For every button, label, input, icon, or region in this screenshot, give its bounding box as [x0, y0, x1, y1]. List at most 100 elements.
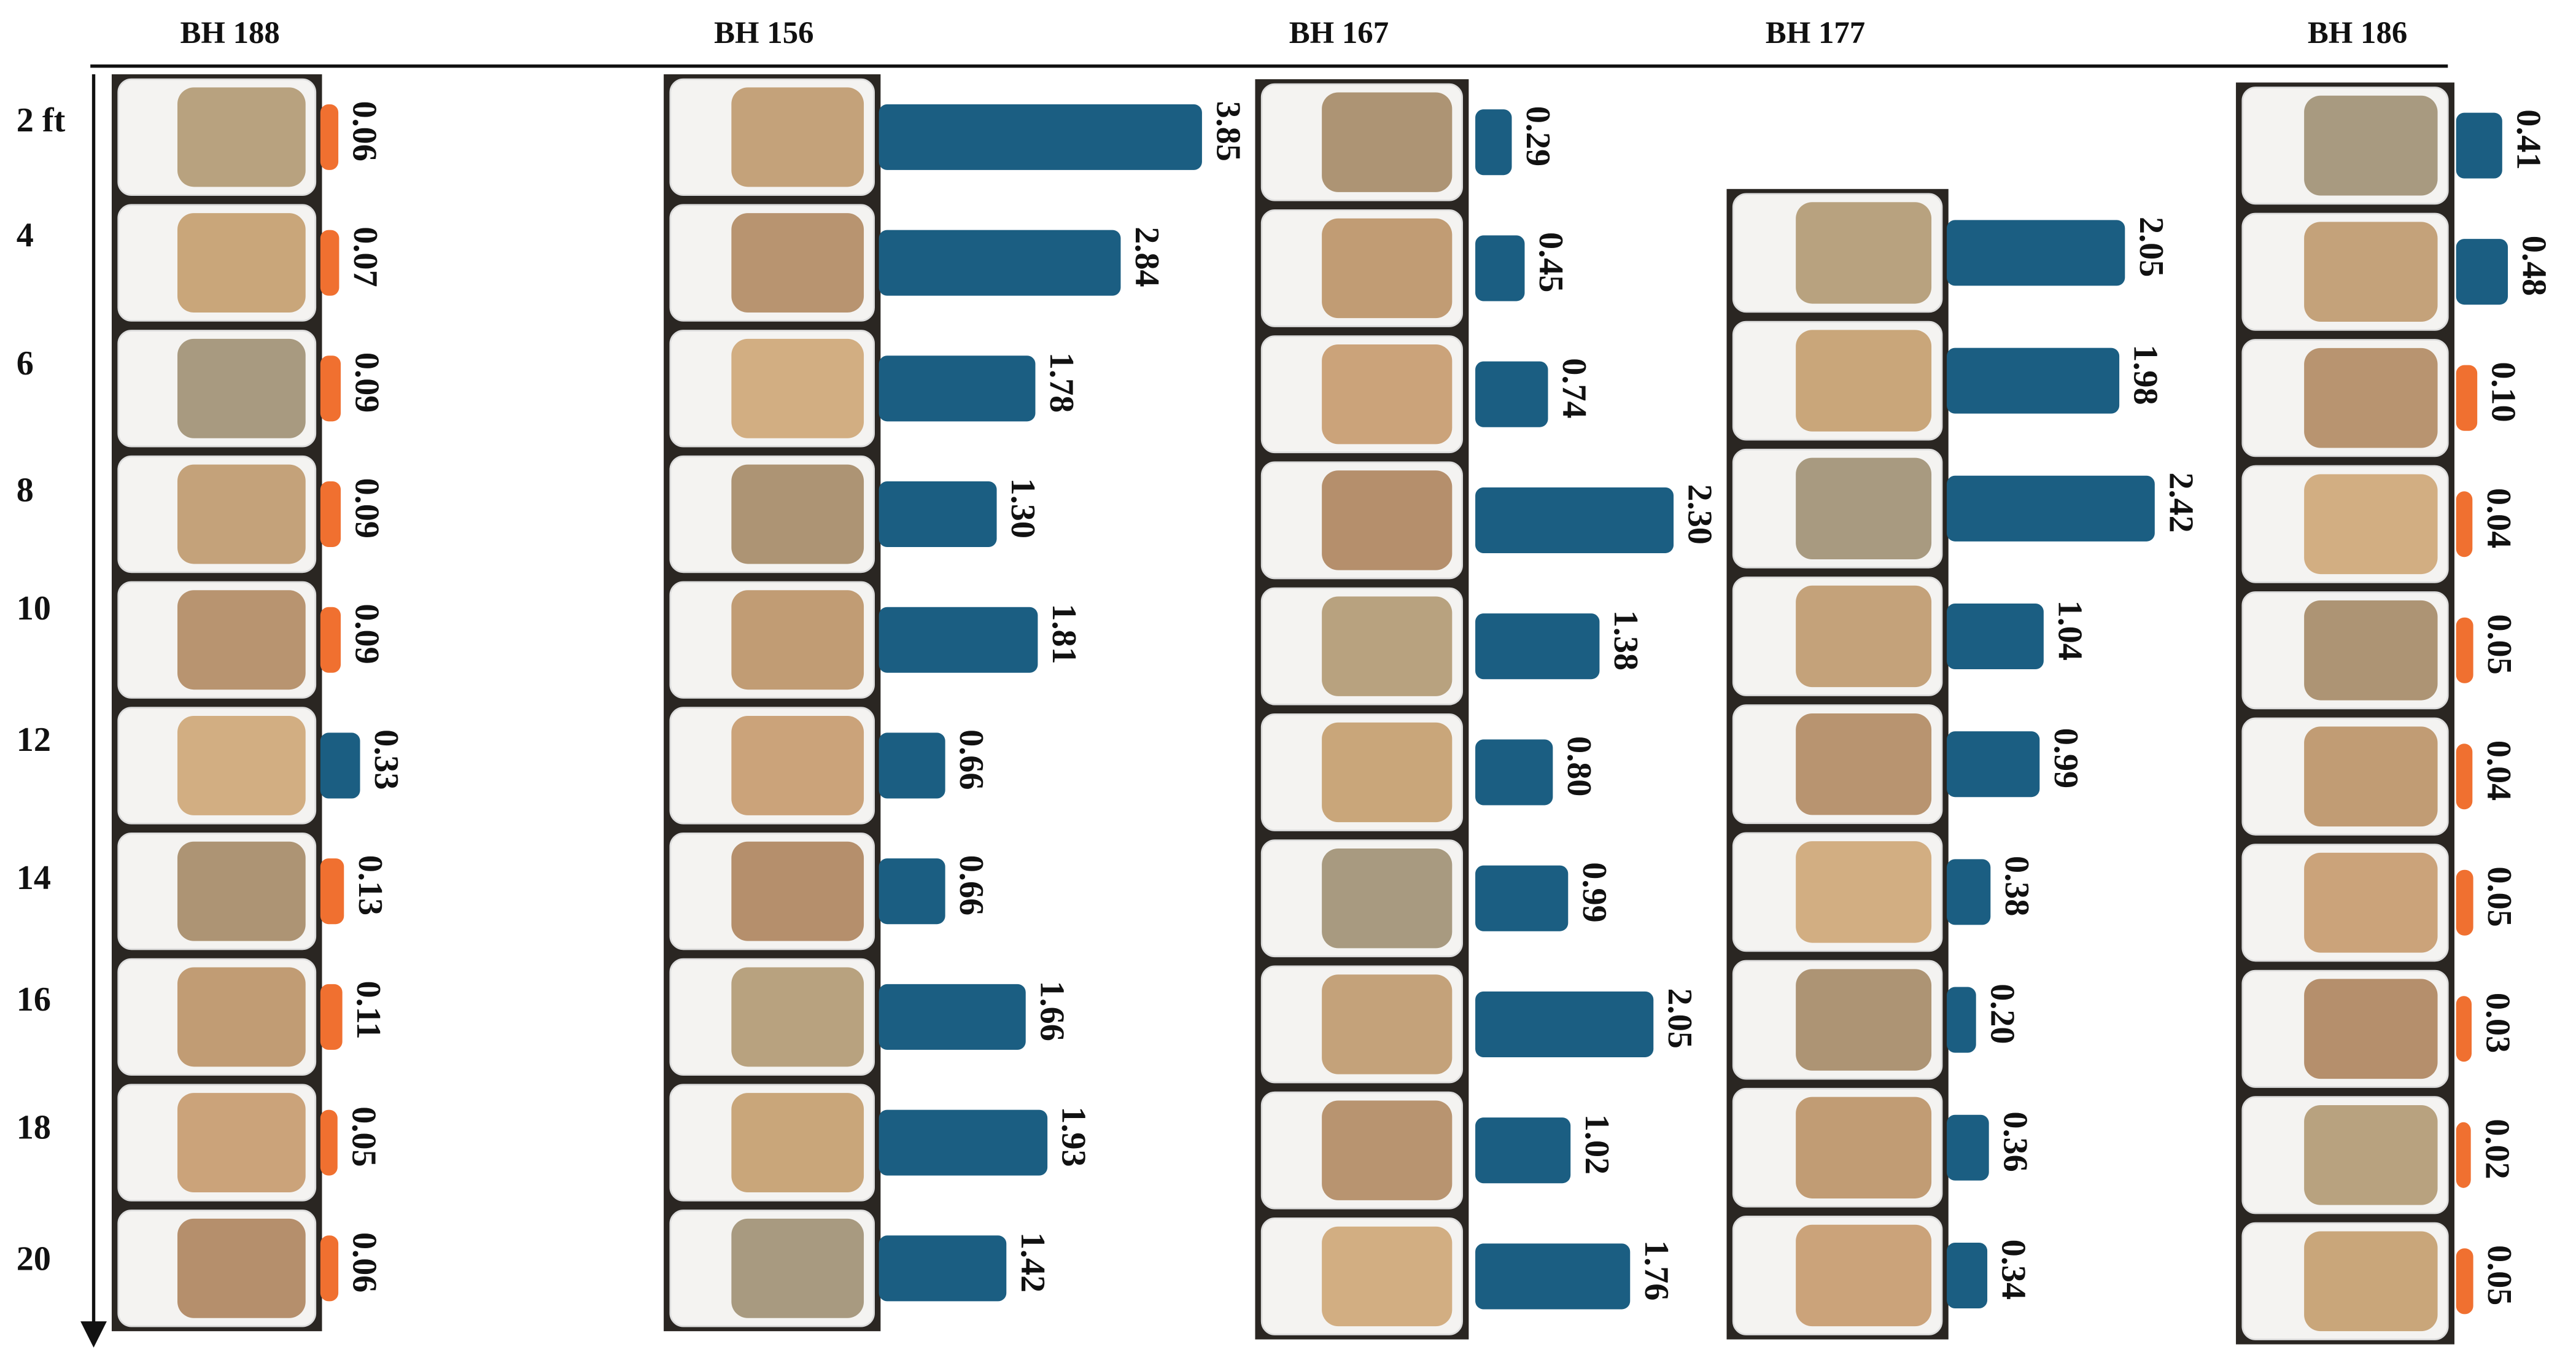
sample-soil [1796, 1097, 1932, 1198]
bar [2456, 869, 2473, 936]
value-label: 0.48 [2515, 236, 2553, 296]
bar [320, 104, 339, 170]
sample-soil [1322, 92, 1453, 192]
value-label: 1.04 [2050, 600, 2089, 661]
value-label: 0.41 [2509, 109, 2547, 169]
sample-soil [1322, 974, 1453, 1074]
bar [879, 104, 1202, 170]
value-label: 1.98 [2127, 344, 2165, 405]
depth-label: 12 [17, 721, 51, 759]
bar [320, 607, 341, 673]
depth-label: 8 [17, 471, 34, 509]
value-label: 0.02 [2478, 1119, 2516, 1179]
value-label: 0.29 [1519, 106, 1557, 166]
sample-soil [731, 967, 864, 1067]
sample-soil [731, 464, 864, 564]
sample-soil [1322, 848, 1453, 949]
value-label: 0.34 [1995, 1240, 2033, 1300]
bar [1947, 603, 2044, 670]
value-label: 1.78 [1042, 352, 1080, 413]
sample-soil [2304, 348, 2438, 448]
bar [2456, 112, 2502, 179]
value-label: 2.84 [1128, 227, 1166, 287]
value-label: 1.93 [1055, 1106, 1093, 1167]
sample-soil [1796, 330, 1932, 432]
bar [320, 230, 339, 296]
depth-label: 4 [17, 217, 34, 255]
value-label: 0.11 [349, 981, 387, 1039]
bar [879, 481, 997, 548]
bar [2456, 996, 2472, 1062]
bar [320, 858, 344, 925]
depth-label: 20 [17, 1240, 51, 1278]
sample-soil [731, 841, 864, 941]
depth-label: 10 [17, 589, 51, 627]
bar [1947, 348, 2120, 414]
sample-soil [1796, 841, 1932, 943]
sample-soil [177, 87, 306, 187]
bar [2456, 1248, 2473, 1315]
bar [1947, 859, 1991, 925]
bar [1947, 731, 2040, 798]
sample-soil [1322, 344, 1453, 445]
bar [1475, 487, 1674, 553]
sample-soil [2304, 474, 2438, 575]
sample-soil [1796, 969, 1932, 1071]
sample-soil [1322, 470, 1453, 570]
sample-soil [177, 464, 306, 564]
value-label: 1.42 [1014, 1232, 1052, 1292]
value-label: 0.10 [2485, 362, 2523, 422]
sample-soil [731, 590, 864, 690]
bar [1475, 361, 1548, 427]
bar [1947, 1242, 1988, 1308]
value-label: 1.76 [1637, 1240, 1675, 1300]
value-label: 0.06 [346, 1232, 384, 1292]
column-title: BH 156 [714, 15, 813, 50]
sample-soil [177, 213, 306, 313]
bar [2456, 744, 2473, 810]
depth-label: 16 [17, 981, 51, 1019]
sample-soil [1322, 218, 1453, 319]
value-label: 0.03 [2479, 993, 2517, 1053]
sample-soil [1796, 585, 1932, 688]
column-title: BH 188 [180, 15, 279, 50]
bar [2456, 365, 2478, 431]
depth-label: 2 ft [17, 101, 66, 139]
sample-soil [2304, 1231, 2438, 1332]
bar [320, 984, 343, 1050]
bar [1947, 475, 2155, 542]
value-label: 0.66 [952, 855, 990, 915]
sample-soil [731, 338, 864, 438]
sample-soil [2304, 1105, 2438, 1205]
value-label: 0.66 [952, 729, 990, 790]
bar [1475, 991, 1654, 1057]
value-label: 0.09 [348, 352, 386, 413]
bar [320, 481, 341, 548]
bar [2456, 239, 2508, 305]
value-label: 0.05 [2480, 1245, 2518, 1305]
sample-soil [731, 87, 864, 187]
depth-label: 18 [17, 1109, 51, 1147]
bar [879, 984, 1026, 1050]
bar [1475, 109, 1512, 176]
sample-soil [177, 338, 306, 438]
bar [320, 1109, 338, 1176]
bar [320, 1235, 339, 1302]
sample-soil [1322, 722, 1453, 823]
value-label: 0.38 [1998, 856, 2036, 916]
value-label: 0.04 [2480, 740, 2518, 801]
value-label: 2.30 [1681, 484, 1719, 545]
value-label: 0.45 [1532, 232, 1570, 292]
sample-soil [2304, 979, 2438, 1079]
sample-soil [2304, 852, 2438, 953]
value-label: 1.02 [1578, 1114, 1616, 1175]
depth-label: 6 [17, 344, 34, 383]
sample-soil [1796, 457, 1932, 559]
value-label: 0.06 [346, 101, 384, 161]
bar [1947, 1114, 1989, 1181]
value-label: 0.74 [1555, 358, 1593, 418]
value-label: 1.38 [1607, 610, 1645, 670]
value-label: 3.85 [1209, 101, 1247, 161]
